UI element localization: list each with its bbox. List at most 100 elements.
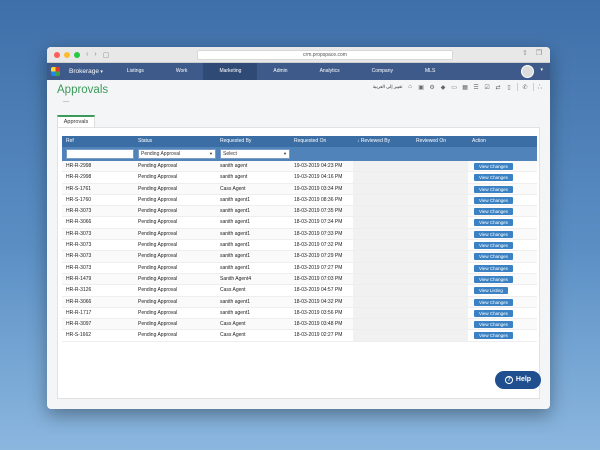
gear-icon[interactable]: ⚙ — [429, 84, 435, 91]
status-cell: Pending Approval — [138, 185, 178, 192]
nav-item-marketing[interactable]: Marketing — [203, 63, 258, 80]
requested-by-cell: sanith agent — [220, 163, 248, 169]
view-changes-button[interactable]: View Changes — [474, 264, 513, 272]
action-cell: View Changes — [468, 297, 537, 307]
requested-on-cell: 18-03-2019 08:36 PM — [294, 196, 343, 203]
document-icon[interactable]: ▭ — [451, 84, 457, 91]
reviewed-by-cell — [353, 217, 412, 228]
requested-by-filter-select[interactable]: Select ▼ — [220, 149, 290, 159]
table-row: HR-R-3073 Pending Approval sanith agent1 18… — [62, 240, 537, 252]
view-listing-button[interactable]: View Listing — [474, 287, 508, 295]
status-cell: Pending Approval — [138, 208, 178, 215]
header-reviewed-on[interactable]: Reviewed On — [416, 138, 447, 144]
table-row: HR-R-2998 Pending Approval sanith agent 19-… — [62, 172, 537, 184]
requested-by-cell: Cass Agent — [220, 332, 246, 339]
tabs-icon[interactable]: ❐ — [535, 50, 542, 57]
requested-on-cell: 19-03-2019 04:16 PM — [294, 174, 343, 181]
requested-by-cell: sanith agent1 — [220, 208, 251, 215]
list-icon[interactable]: ☰ — [473, 84, 479, 91]
status-cell: Pending Approval — [138, 242, 178, 249]
help-button[interactable]: ? Help — [495, 371, 541, 389]
action-cell: View Changes — [468, 330, 537, 340]
building-icon[interactable]: ▣ — [418, 84, 424, 91]
header-status[interactable]: Status — [138, 138, 153, 144]
ref-cell: HR-R-2998 — [66, 163, 92, 169]
address-bar[interactable]: crm.propspace.com — [197, 50, 453, 60]
view-changes-button[interactable]: View Changes — [474, 275, 513, 283]
reviewed-by-cell — [353, 206, 412, 217]
language-switch-link[interactable]: تغيير إلى العربية — [372, 84, 403, 89]
view-changes-button[interactable]: View Changes — [474, 219, 513, 227]
status-filter-select[interactable]: Pending Approval ▼ — [138, 149, 216, 159]
action-cell: View Changes — [468, 274, 537, 284]
brand-dropdown[interactable]: Brokerage — [69, 63, 103, 80]
close-window-icon[interactable] — [54, 51, 60, 58]
ref-cell: HR-R-3066 — [66, 219, 92, 226]
sidebar-toggle-icon[interactable]: ▢ — [102, 51, 110, 59]
status-cell: Pending Approval — [138, 174, 178, 181]
reviewed-by-cell — [353, 228, 412, 240]
toolbar-divider — [516, 83, 518, 91]
table-row: HR-R-3126 Pending Approval Cass Agent 18-03… — [62, 285, 537, 297]
app-logo-icon[interactable] — [47, 63, 63, 80]
status-cell: Pending Approval — [138, 321, 178, 328]
view-changes-button[interactable]: View Changes — [474, 321, 513, 329]
header-ref[interactable]: Ref — [66, 138, 74, 144]
view-changes-button[interactable]: View Changes — [474, 298, 513, 306]
ref-cell: HR-R-2998 — [66, 174, 92, 181]
apps-icon[interactable]: ∴ — [537, 84, 542, 91]
view-changes-button[interactable]: View Changes — [474, 309, 513, 317]
status-cell: Pending Approval — [138, 264, 178, 271]
mobile-icon[interactable]: ▯ — [507, 84, 511, 91]
nav-item-analytics[interactable]: Analytics — [319, 68, 340, 74]
chevron-down-icon: ▼ — [209, 151, 213, 156]
nav-item-listings[interactable]: Listings — [126, 68, 144, 74]
ref-cell: HR-S-1761 — [66, 185, 92, 192]
phone-icon[interactable]: ✆ — [522, 84, 528, 91]
header-requested-on[interactable]: Requested On — [294, 138, 327, 144]
ref-cell: HR-S-1760 — [66, 196, 92, 203]
column-headers: Ref Status Requested By Requested On ↓ R… — [62, 136, 537, 147]
header-requested-by[interactable]: Requested By — [220, 138, 252, 144]
nav-item-admin[interactable]: Admin — [273, 68, 288, 74]
status-cell: Pending Approval — [138, 219, 178, 226]
transfer-icon[interactable]: ⇄ — [495, 84, 501, 91]
view-changes-button[interactable]: View Changes — [474, 242, 513, 250]
nav-item-company[interactable]: Company — [371, 68, 393, 74]
minimize-window-icon[interactable] — [64, 51, 70, 58]
view-changes-button[interactable]: View Changes — [474, 185, 513, 193]
sort-down-icon[interactable]: ↓ — [357, 138, 361, 144]
view-changes-button[interactable]: View Changes — [474, 196, 513, 204]
user-avatar[interactable] — [521, 65, 534, 78]
requested-by-cell: sanith agent1 — [220, 264, 251, 271]
status-cell: Pending Approval — [138, 196, 178, 203]
ref-filter-input[interactable] — [66, 149, 134, 159]
maximize-window-icon[interactable] — [74, 51, 80, 58]
nav-item-work[interactable]: Work — [175, 68, 188, 74]
chevron-down-icon[interactable]: ▾ — [540, 67, 543, 73]
view-changes-button[interactable]: View Changes — [474, 208, 513, 216]
action-cell: View Listing — [468, 285, 537, 295]
back-icon[interactable]: ‹ — [86, 51, 89, 58]
checklist-icon[interactable]: ☑ — [484, 84, 490, 91]
ref-cell: HR-S-1662 — [66, 332, 92, 339]
view-changes-button[interactable]: View Changes — [474, 163, 513, 170]
reviewed-by-cell — [353, 262, 412, 273]
diamond-icon[interactable]: ◆ — [440, 84, 446, 91]
requested-on-cell: 18-03-2019 07:33 PM — [294, 230, 343, 237]
header-reviewed-by[interactable]: ↓ Reviewed By — [353, 136, 412, 147]
calendar-icon[interactable]: ▦ — [462, 84, 468, 91]
nav-item-mls[interactable]: MLS — [425, 68, 436, 74]
view-changes-button[interactable]: View Changes — [474, 230, 513, 238]
reviewed-on-cell — [412, 273, 468, 285]
forward-icon[interactable]: › — [94, 51, 97, 58]
view-changes-button[interactable]: View Changes — [474, 332, 513, 340]
table-row: HR-R-3073 Pending Approval sanith agent1 18… — [62, 251, 537, 263]
requested-on-cell: 18-03-2019 04:32 PM — [294, 298, 343, 305]
view-changes-button[interactable]: View Changes — [474, 174, 513, 182]
tab-approvals[interactable]: Approvals — [57, 115, 95, 127]
reviewed-by-cell — [353, 161, 412, 172]
view-changes-button[interactable]: View Changes — [474, 253, 513, 261]
home-icon[interactable]: ⌂ — [408, 84, 412, 90]
share-icon[interactable]: ⇧ — [521, 50, 528, 57]
